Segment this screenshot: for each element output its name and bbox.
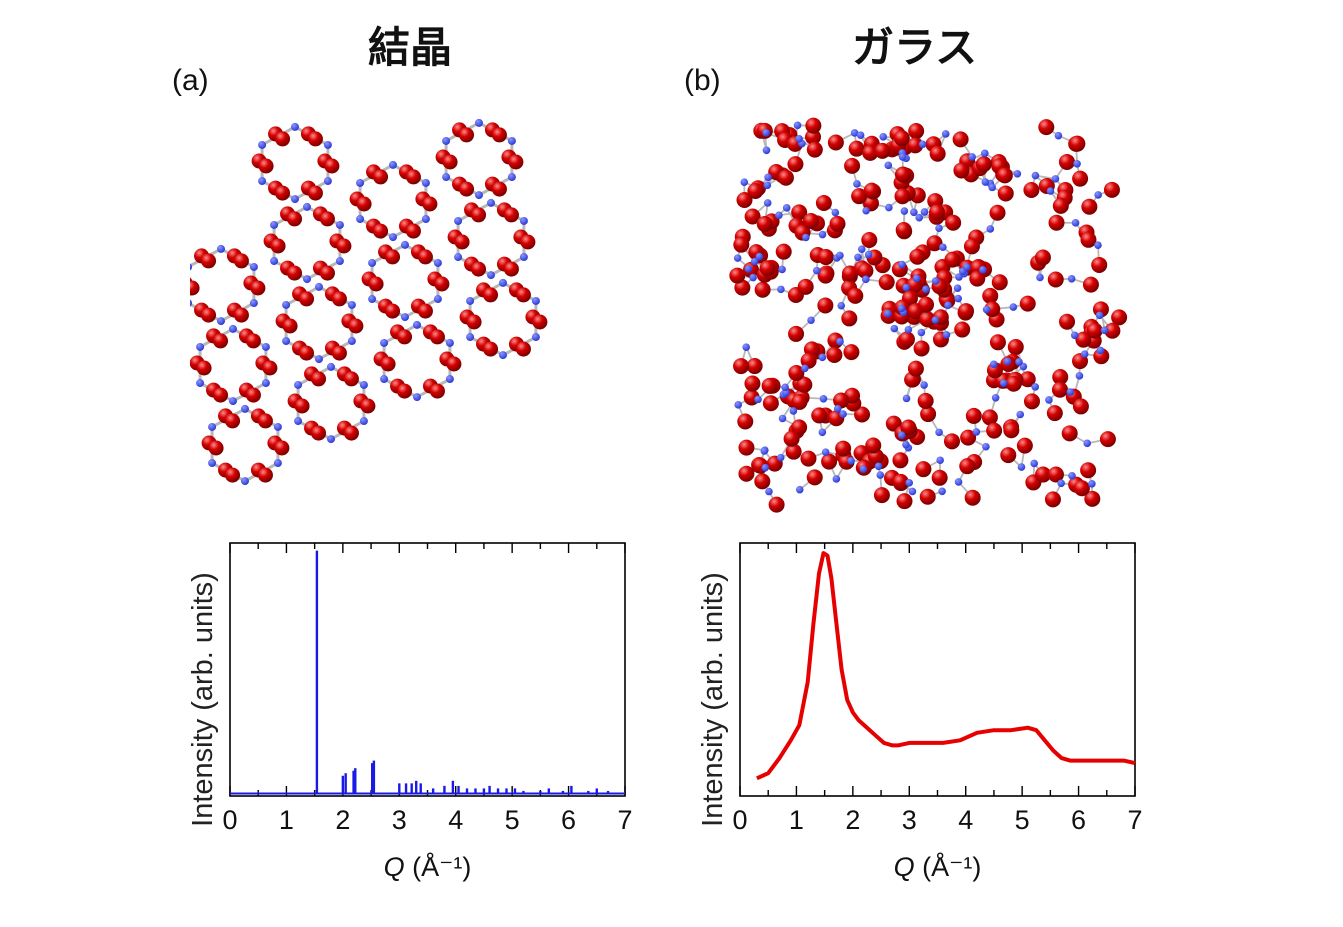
x-tick-label: 2 [335, 805, 350, 835]
x-axis-label: Q (Å⁻¹) [894, 851, 982, 882]
x-tick-label: 3 [392, 805, 407, 835]
x-tick-label: 4 [958, 805, 973, 835]
x-tick-label: 7 [1127, 805, 1142, 835]
title-crystal: 結晶 [368, 23, 453, 72]
panel-label-b: (b) [684, 64, 721, 97]
x-tick-label: 1 [789, 805, 804, 835]
x-tick-label: 6 [561, 805, 576, 835]
x-tick-label: 3 [902, 805, 917, 835]
x-tick-label: 0 [732, 805, 747, 835]
atoms [729, 117, 1128, 513]
glass-structure-image [729, 117, 1128, 513]
crystal-structure-image [190, 118, 548, 486]
x-tick-label: 5 [1015, 805, 1030, 835]
x-axis-label: Q (Å⁻¹) [384, 851, 472, 882]
sq-curve [756, 551, 1136, 781]
chart-crystal: 0 1 2 3 4 5 6 7 Q (Å⁻¹) Intensity (arb. units) [187, 542, 633, 882]
y-axis-label: Intensity (arb. units) [697, 572, 729, 827]
plot-frame [229, 542, 626, 797]
panel-label-a: (a) [172, 64, 209, 97]
x-tick-label: 0 [222, 805, 237, 835]
x-tick-label: 2 [845, 805, 860, 835]
x-tick-label: 6 [1071, 805, 1086, 835]
plot-frame [739, 542, 1136, 797]
x-tick-label: 5 [505, 805, 520, 835]
title-glass: ガラス [852, 23, 978, 72]
atoms [190, 118, 548, 486]
chart-glass: 0 1 2 3 4 5 6 7 Q (Å⁻¹) Intensity (arb. units) [697, 542, 1143, 882]
x-tick-label: 4 [448, 805, 463, 835]
bonds [190, 121, 538, 483]
x-tick-label: 1 [279, 805, 294, 835]
y-axis-label: Intensity (arb. units) [187, 572, 219, 827]
x-tick-label: 7 [617, 805, 632, 835]
